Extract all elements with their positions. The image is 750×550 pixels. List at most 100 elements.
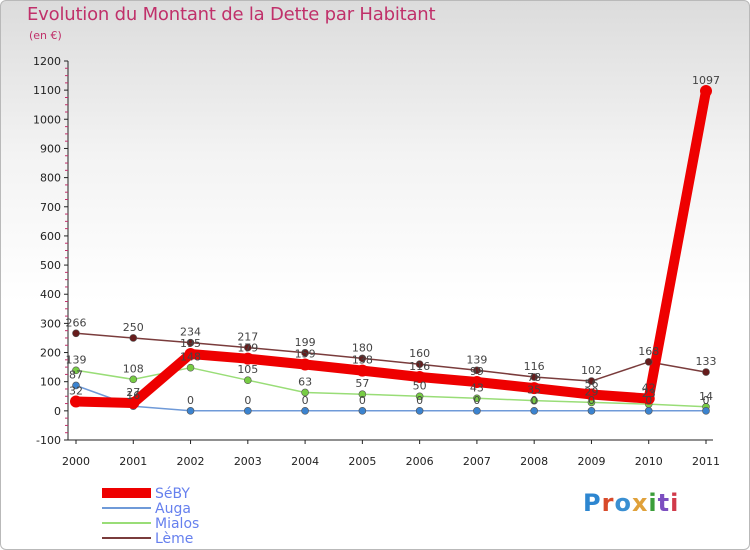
y-tick-label: 800 bbox=[40, 172, 61, 185]
data-label-s-by: 78 bbox=[527, 371, 541, 384]
data-point-s-by bbox=[413, 371, 426, 384]
x-tick-label: 2000 bbox=[62, 455, 90, 468]
legend-label-mialos: Mialos bbox=[155, 516, 199, 532]
logo-letter: x bbox=[631, 489, 649, 517]
data-label-l-me: 133 bbox=[696, 355, 717, 368]
data-label-mialos: 139 bbox=[66, 353, 87, 366]
y-tick-label: 1000 bbox=[33, 113, 61, 126]
data-label-auga: 16 bbox=[126, 389, 140, 402]
y-tick-label: 200 bbox=[40, 347, 61, 360]
legend-label-auga: Auga bbox=[155, 501, 191, 517]
data-label-l-me: 250 bbox=[123, 321, 144, 334]
x-tick-label: 2002 bbox=[177, 455, 205, 468]
data-label-s-by: 27 bbox=[126, 386, 140, 399]
data-label-s-by: 116 bbox=[409, 360, 430, 373]
data-label-l-me: 217 bbox=[237, 331, 258, 344]
x-tick-label: 2006 bbox=[406, 455, 434, 468]
data-label-auga: 0 bbox=[302, 394, 309, 407]
series-lines bbox=[71, 86, 711, 412]
data-label-mialos: 108 bbox=[123, 362, 144, 375]
data-point-mialos bbox=[186, 363, 195, 372]
data-label-l-me: 168 bbox=[638, 345, 659, 358]
data-point-auga bbox=[530, 407, 538, 415]
data-point-mialos bbox=[473, 394, 481, 403]
data-point-auga bbox=[244, 407, 252, 415]
data-point-s-by bbox=[70, 395, 82, 408]
y-tick-label: 400 bbox=[40, 288, 61, 301]
data-point-s-by bbox=[528, 382, 541, 395]
data-point-mialos bbox=[72, 366, 80, 375]
y-tick-label: 1200 bbox=[33, 55, 61, 68]
data-point-mialos bbox=[244, 376, 252, 385]
data-label-s-by: 159 bbox=[295, 347, 316, 360]
data-point-s-by bbox=[642, 392, 655, 405]
x-tick-label: 2005 bbox=[348, 455, 376, 468]
series-line-auga bbox=[75, 384, 707, 412]
data-label-l-me: 234 bbox=[180, 326, 201, 339]
data-point-auga bbox=[301, 407, 309, 415]
data-label-auga: 0 bbox=[416, 394, 423, 407]
data-point-auga bbox=[644, 407, 653, 415]
series-line-s-by bbox=[71, 86, 711, 408]
chart-unit-label: (en €) bbox=[29, 29, 62, 42]
y-tick-label: 300 bbox=[40, 317, 61, 330]
y-tick-label: 900 bbox=[40, 142, 61, 155]
x-tick-label: 2003 bbox=[234, 455, 262, 468]
logo-letter: i bbox=[670, 489, 680, 517]
data-label-auga: 0 bbox=[703, 394, 710, 407]
data-label-auga: 87 bbox=[69, 368, 83, 381]
data-label-auga: 0 bbox=[473, 394, 480, 407]
data-label-s-by: 195 bbox=[180, 337, 201, 350]
data-label-s-by: 138 bbox=[352, 354, 373, 367]
proxiti-logo: Proxiti bbox=[583, 489, 679, 517]
data-label-l-me: 160 bbox=[409, 347, 430, 360]
data-label-l-me: 102 bbox=[581, 364, 602, 377]
data-label-auga: 0 bbox=[244, 394, 251, 407]
data-label-mialos: 105 bbox=[237, 363, 258, 376]
data-label-auga: 0 bbox=[531, 394, 538, 407]
data-point-s-by bbox=[470, 375, 483, 388]
data-point-l-me bbox=[587, 377, 596, 385]
data-label-l-me: 266 bbox=[66, 316, 87, 329]
series-line-mialos bbox=[75, 366, 707, 408]
data-label-s-by: 32 bbox=[69, 385, 83, 398]
data-point-s-by bbox=[356, 364, 369, 377]
data-label-mialos: 23 bbox=[642, 387, 656, 400]
data-label-mialos: 57 bbox=[355, 377, 369, 390]
data-label-l-me: 116 bbox=[524, 360, 545, 373]
x-tick-label: 2011 bbox=[692, 455, 720, 468]
series-line-l-me bbox=[75, 332, 707, 382]
x-tick-label: 2010 bbox=[635, 455, 663, 468]
data-label-s-by: 99 bbox=[470, 365, 484, 378]
data-label-l-me: 199 bbox=[295, 336, 316, 349]
logo-letter: i bbox=[648, 489, 658, 517]
data-point-s-by bbox=[700, 85, 712, 98]
data-point-mialos bbox=[415, 392, 424, 401]
y-tick-label: 700 bbox=[40, 201, 61, 214]
data-point-s-by bbox=[585, 388, 598, 401]
logo-letter: o bbox=[614, 489, 632, 517]
data-point-auga bbox=[186, 407, 195, 415]
y-tick-label: 600 bbox=[40, 230, 61, 243]
data-point-auga bbox=[72, 381, 80, 390]
logo-letter: r bbox=[601, 489, 615, 517]
data-point-s-by bbox=[241, 352, 254, 365]
legend-label-s-by: SéBY bbox=[155, 486, 190, 502]
data-label-l-me: 180 bbox=[352, 341, 373, 354]
logo-letter: t bbox=[657, 489, 671, 517]
y-tick-label: -100 bbox=[36, 434, 61, 447]
data-label-auga: 0 bbox=[359, 394, 366, 407]
x-tick-label: 2004 bbox=[291, 455, 319, 468]
data-label-s-by: 179 bbox=[237, 342, 258, 355]
data-point-mialos bbox=[301, 388, 309, 397]
data-point-l-me bbox=[358, 354, 367, 363]
data-point-auga bbox=[358, 407, 367, 415]
data-point-s-by bbox=[299, 358, 312, 371]
legend-label-l-me: Lème bbox=[155, 531, 193, 547]
x-tick-label: 2009 bbox=[577, 455, 605, 468]
data-point-l-me bbox=[301, 349, 309, 357]
y-tick-label: 500 bbox=[40, 259, 61, 272]
data-label-mialos: 29 bbox=[584, 385, 598, 398]
